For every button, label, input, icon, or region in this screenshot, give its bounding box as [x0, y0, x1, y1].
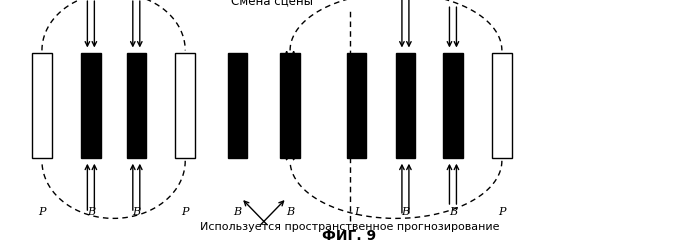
- Bar: [228, 53, 247, 158]
- Bar: [127, 53, 146, 158]
- Text: Смена сцены: Смена сцены: [231, 0, 313, 7]
- Bar: [32, 53, 52, 158]
- Bar: [396, 53, 415, 158]
- Text: B: B: [286, 207, 294, 217]
- Text: P: P: [182, 207, 189, 217]
- Text: B: B: [233, 207, 242, 217]
- Text: P: P: [498, 207, 505, 217]
- Text: B: B: [401, 207, 410, 217]
- Bar: [347, 53, 366, 158]
- Bar: [280, 53, 300, 158]
- Text: B: B: [449, 207, 457, 217]
- Bar: [443, 53, 463, 158]
- Text: Используется пространственное прогнозирование: Используется пространственное прогнозиро…: [200, 222, 499, 232]
- Text: I: I: [354, 207, 359, 217]
- Text: P: P: [38, 207, 45, 217]
- Text: B: B: [132, 207, 140, 217]
- Bar: [492, 53, 512, 158]
- Text: ФИГ. 9: ФИГ. 9: [322, 229, 377, 240]
- Text: B: B: [87, 207, 95, 217]
- Bar: [175, 53, 195, 158]
- Bar: [81, 53, 101, 158]
